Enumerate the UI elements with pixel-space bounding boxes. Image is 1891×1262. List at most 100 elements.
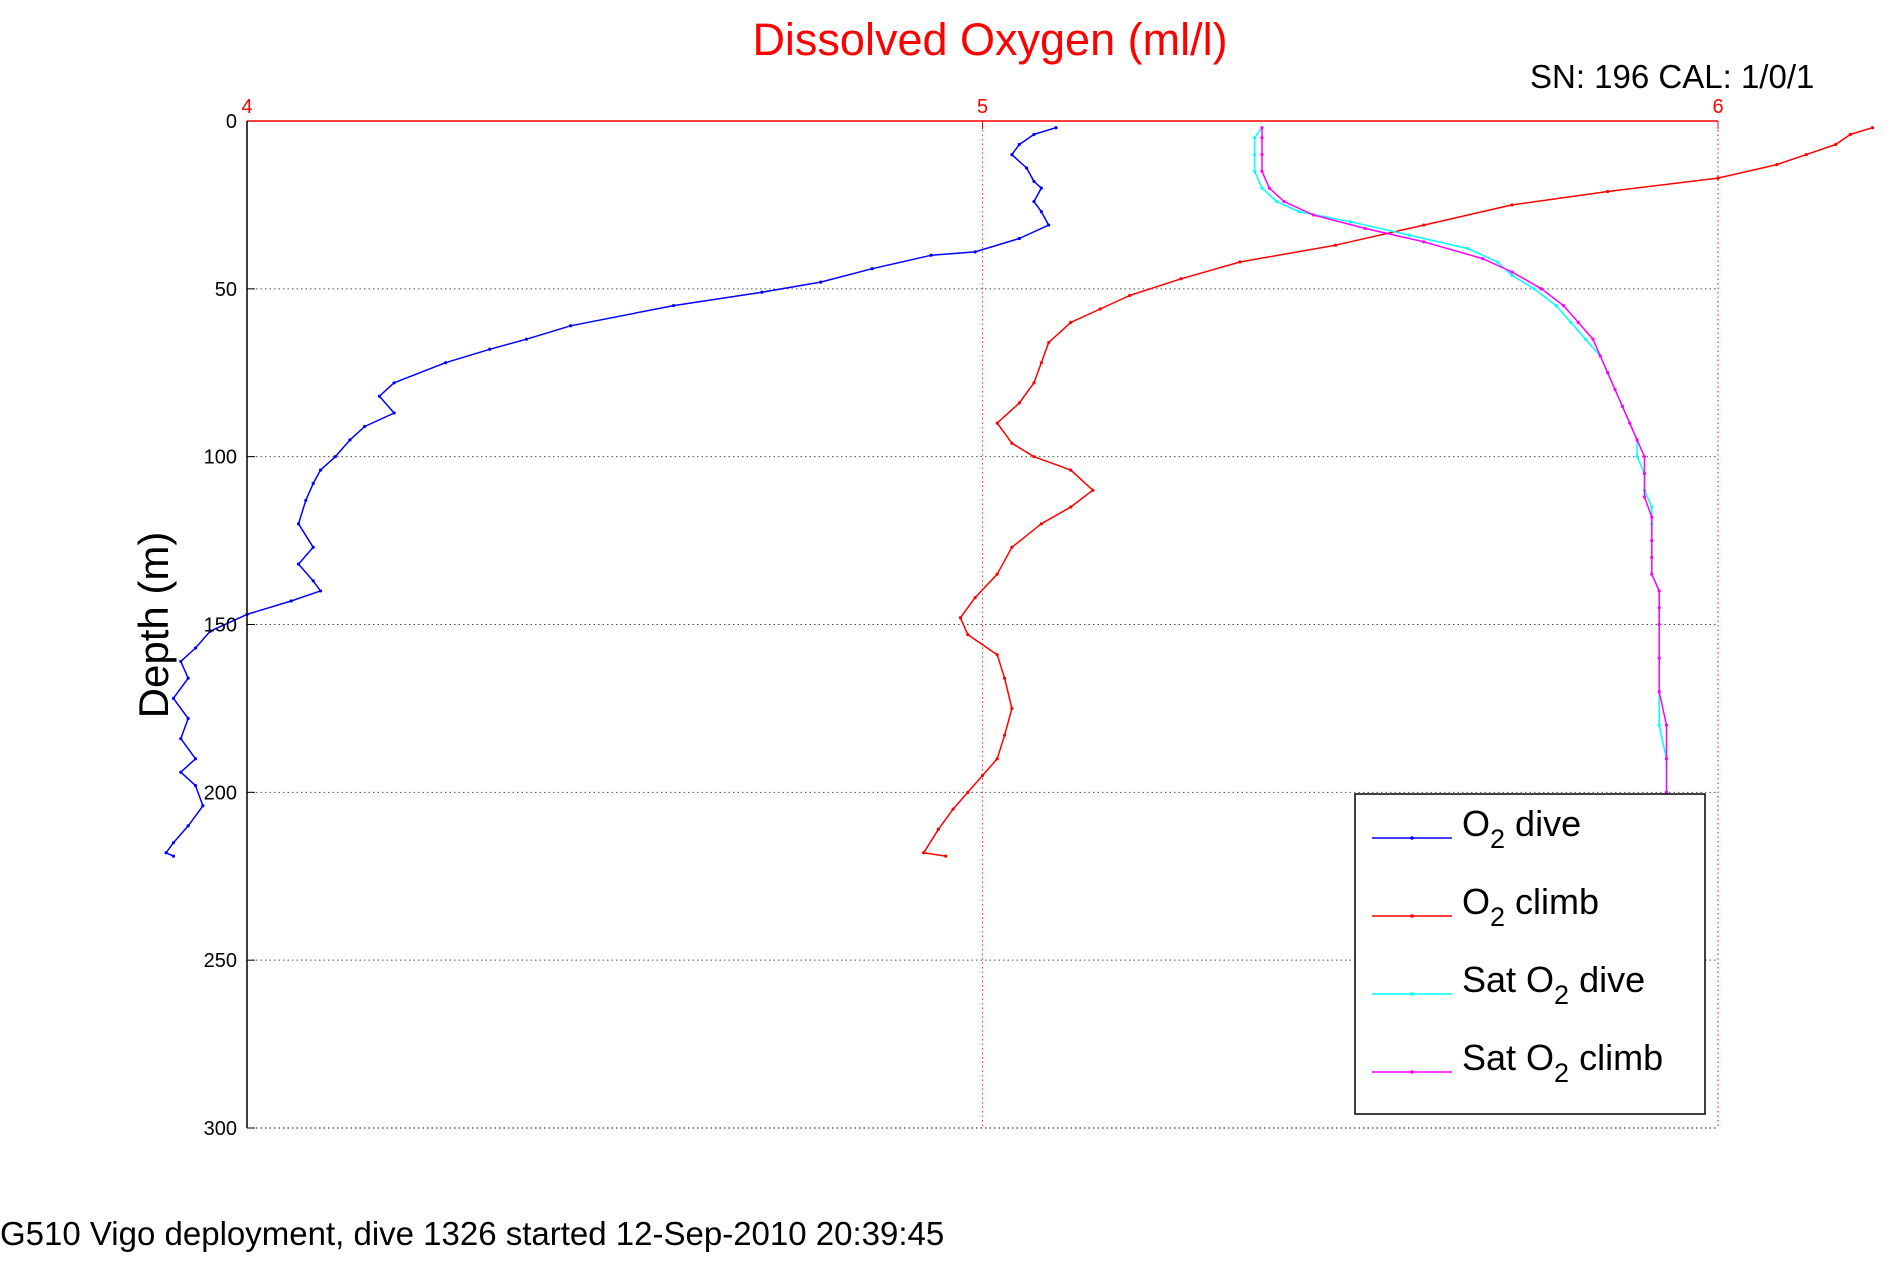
data-point xyxy=(1642,495,1647,499)
data-point xyxy=(1260,136,1264,140)
axes xyxy=(246,120,1719,1129)
data-point xyxy=(318,468,323,472)
data-point xyxy=(333,455,337,459)
data-point xyxy=(1584,337,1588,341)
data-point xyxy=(1253,152,1257,157)
data-point xyxy=(1047,340,1051,345)
legend: O2 dive O2 climb Sat O2 dive Sat O2 climb xyxy=(1354,793,1706,1115)
data-point xyxy=(1025,166,1029,170)
data-point xyxy=(1510,270,1514,274)
series-0 xyxy=(164,126,1058,858)
data-point xyxy=(1539,287,1544,291)
data-point xyxy=(1032,199,1036,204)
data-point xyxy=(1311,213,1316,217)
data-point xyxy=(1716,176,1720,180)
data-point xyxy=(311,579,315,583)
data-point xyxy=(1098,307,1102,311)
data-point xyxy=(488,347,492,351)
data-point xyxy=(1664,757,1669,761)
data-point xyxy=(1253,136,1257,140)
data-point xyxy=(171,696,176,700)
data-point xyxy=(363,424,367,429)
data-point xyxy=(304,498,308,502)
data-point xyxy=(1253,169,1257,173)
data-point xyxy=(186,824,190,828)
data-point xyxy=(1635,438,1639,442)
data-point xyxy=(179,770,183,774)
series-1 xyxy=(922,126,1875,858)
data-point xyxy=(1010,152,1014,157)
tick-labels: 0 50 100 150 200 250 300 4 5 6 xyxy=(204,96,1724,1140)
data-point xyxy=(1642,455,1647,459)
data-point xyxy=(1650,505,1654,509)
data-point xyxy=(193,784,198,788)
data-point xyxy=(1010,706,1014,711)
data-point xyxy=(524,337,529,341)
data-point xyxy=(1017,142,1021,147)
data-point xyxy=(1650,538,1654,543)
data-point xyxy=(1128,293,1132,298)
grid xyxy=(247,121,1718,1128)
data-point xyxy=(1613,387,1617,392)
data-point xyxy=(1554,304,1558,308)
y-tick-label: 200 xyxy=(204,782,237,804)
data-point xyxy=(951,807,955,811)
data-point xyxy=(944,854,948,858)
data-point xyxy=(208,629,212,633)
data-point xyxy=(1510,203,1514,207)
data-point xyxy=(1363,226,1367,231)
data-point xyxy=(1870,126,1875,130)
data-point xyxy=(1635,455,1639,459)
legend-marker xyxy=(1410,914,1414,918)
data-point xyxy=(1481,257,1485,261)
data-point xyxy=(1657,606,1661,610)
data-point xyxy=(1010,441,1014,445)
data-point xyxy=(1032,179,1036,184)
legend-marker xyxy=(1410,992,1414,996)
data-point xyxy=(1495,260,1499,264)
data-point xyxy=(1069,320,1073,324)
data-point xyxy=(179,659,183,664)
data-point xyxy=(348,438,352,442)
data-point xyxy=(1069,468,1073,472)
data-point xyxy=(819,280,823,284)
data-point xyxy=(1260,152,1264,157)
data-point xyxy=(569,324,573,328)
data-point xyxy=(1642,471,1647,476)
data-point xyxy=(179,737,183,741)
data-point xyxy=(186,716,190,721)
data-point xyxy=(958,616,963,620)
x-tick-label: 5 xyxy=(977,96,988,118)
data-point xyxy=(1422,223,1426,227)
y-tick-label: 150 xyxy=(204,615,237,637)
data-point xyxy=(1010,545,1014,549)
data-point xyxy=(1561,304,1566,308)
series-line xyxy=(1261,127,1668,793)
data-point xyxy=(1628,421,1632,425)
data-point xyxy=(377,394,381,398)
data-point xyxy=(1282,199,1286,204)
data-point xyxy=(1047,223,1051,227)
legend-entry-label: Sat O2 climb xyxy=(1462,1037,1663,1088)
data-point xyxy=(443,361,448,365)
data-point xyxy=(870,267,874,271)
series-line xyxy=(165,126,1057,857)
x-tick-label: 6 xyxy=(1712,96,1723,118)
data-point xyxy=(1650,515,1654,519)
y-axis-label: Depth (m) xyxy=(130,532,177,719)
chart-title: Dissolved Oxygen (ml/l) xyxy=(752,14,1227,65)
data-point xyxy=(1039,361,1043,365)
data-point xyxy=(995,757,999,761)
data-point xyxy=(1275,199,1279,204)
data-point xyxy=(392,411,396,415)
data-point xyxy=(1657,589,1661,593)
data-point xyxy=(1657,690,1661,694)
data-point xyxy=(1002,733,1007,737)
data-point xyxy=(201,804,205,808)
data-point xyxy=(1848,132,1852,137)
data-point xyxy=(1591,337,1595,341)
data-point xyxy=(164,851,168,855)
legend-entry-label: O2 dive xyxy=(1462,803,1581,854)
data-point xyxy=(1333,243,1338,247)
data-point xyxy=(1017,236,1021,241)
